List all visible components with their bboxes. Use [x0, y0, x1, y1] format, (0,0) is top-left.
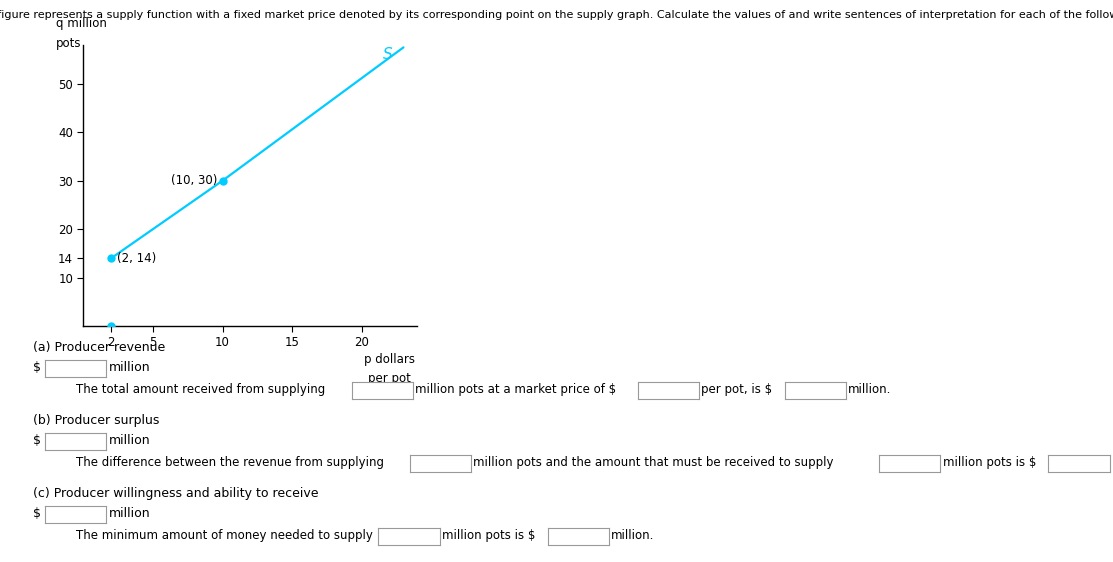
Text: per pot, is $: per pot, is $ [701, 383, 772, 396]
Text: million: million [109, 434, 150, 447]
Text: million pots is $: million pots is $ [442, 529, 535, 542]
Text: The total amount received from supplying: The total amount received from supplying [76, 383, 325, 396]
Text: million pots and the amount that must be received to supply: million pots and the amount that must be… [473, 456, 834, 469]
Text: The minimum amount of money needed to supply: The minimum amount of money needed to su… [76, 529, 373, 542]
Text: S: S [383, 47, 392, 62]
Text: per pot: per pot [368, 372, 411, 385]
Text: (c) Producer willingness and ability to receive: (c) Producer willingness and ability to … [33, 487, 319, 500]
Text: million: million [109, 361, 150, 374]
Text: (b) Producer surplus: (b) Producer surplus [33, 414, 160, 427]
Text: million pots at a market price of $: million pots at a market price of $ [415, 383, 617, 396]
Text: $: $ [33, 507, 41, 520]
Text: (2, 14): (2, 14) [117, 252, 156, 265]
Text: The figure represents a supply function with a fixed market price denoted by its: The figure represents a supply function … [0, 10, 1113, 20]
Text: million pots is $: million pots is $ [943, 456, 1036, 469]
Text: million.: million. [611, 529, 654, 542]
Text: $: $ [33, 361, 41, 374]
Text: (a) Producer revenue: (a) Producer revenue [33, 341, 166, 354]
Text: $: $ [33, 434, 41, 447]
Text: (10, 30): (10, 30) [170, 174, 217, 187]
Text: q million: q million [56, 17, 107, 30]
Text: million: million [109, 507, 150, 520]
Text: The difference between the revenue from supplying: The difference between the revenue from … [76, 456, 384, 469]
Text: p dollars: p dollars [364, 352, 415, 366]
Text: million.: million. [848, 383, 892, 396]
Text: pots: pots [56, 37, 81, 50]
